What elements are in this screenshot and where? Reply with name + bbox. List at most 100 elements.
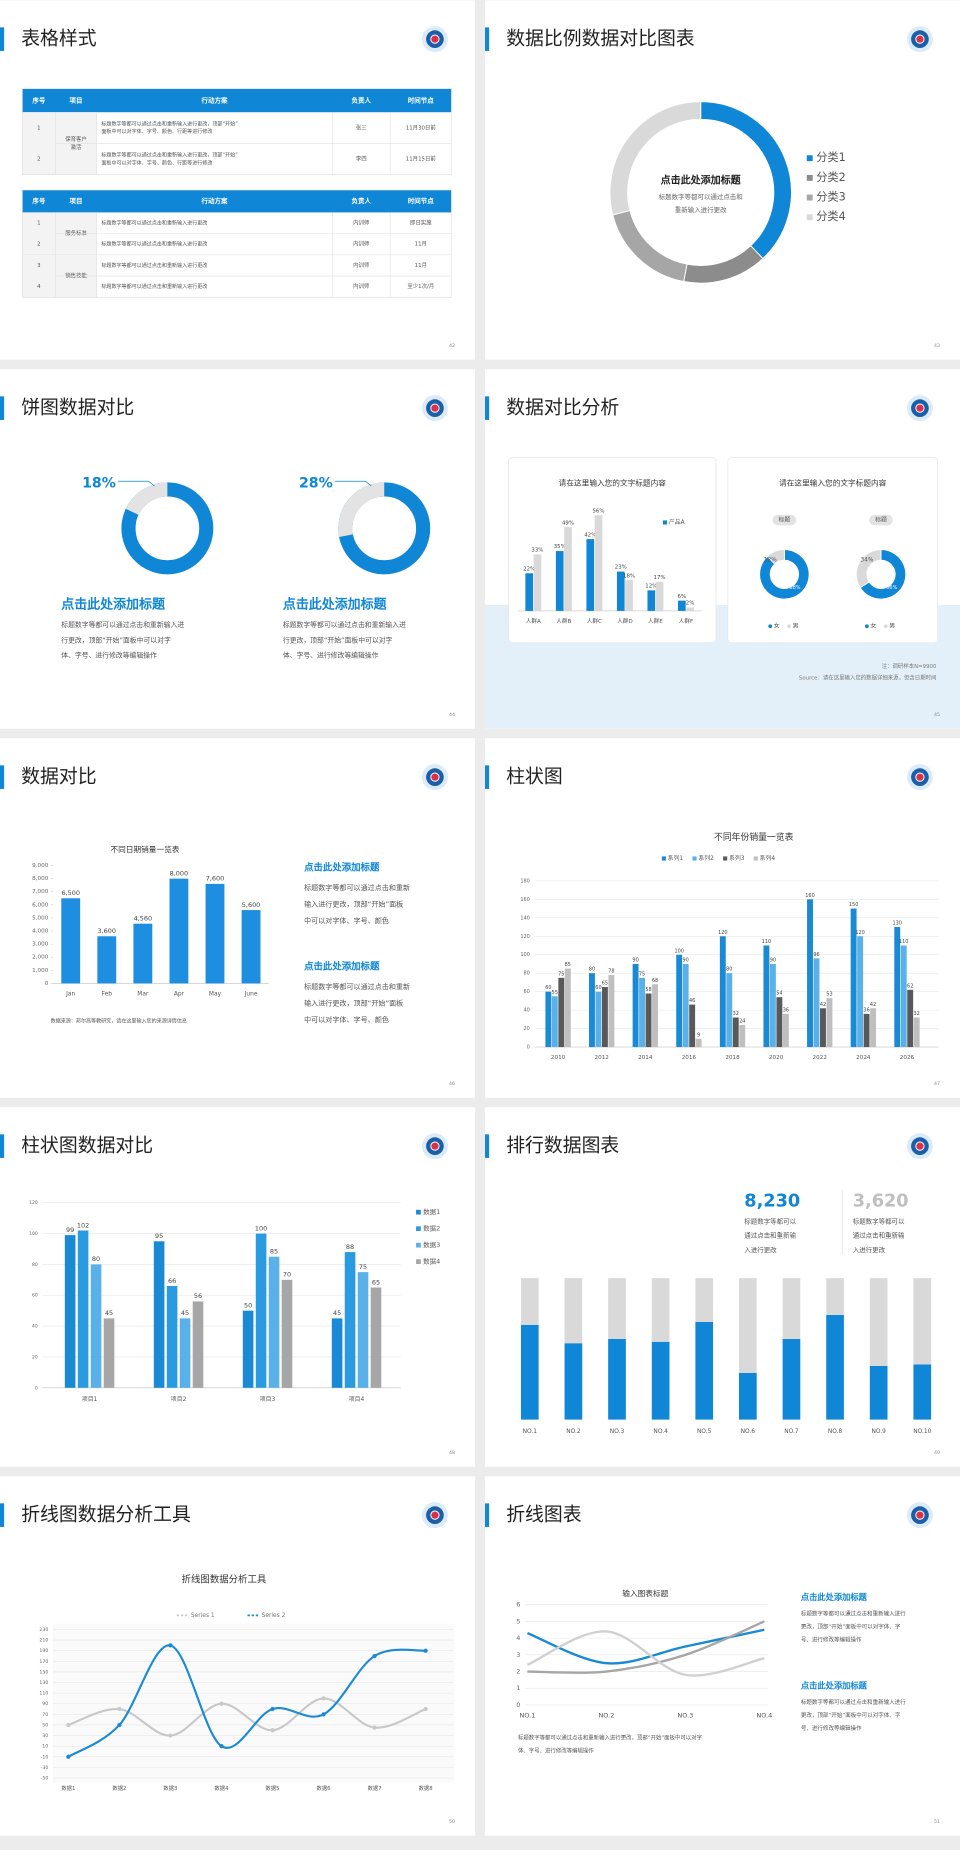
x-tick-label: NO.4 bbox=[756, 1712, 772, 1720]
bar-segment bbox=[695, 1278, 714, 1323]
block-text: 更改，顶部“开始”面板中可以对字体、字 bbox=[801, 1623, 901, 1631]
bar bbox=[166, 1285, 178, 1388]
x-tick-label: 数据6 bbox=[317, 1784, 332, 1792]
bar bbox=[807, 899, 813, 1048]
x-tick-label: 人群E bbox=[648, 617, 663, 625]
bar bbox=[900, 945, 907, 1048]
title-accent bbox=[0, 765, 5, 789]
x-tick-label: NO.1 bbox=[523, 1429, 538, 1435]
value-label: 4,560 bbox=[134, 915, 153, 923]
bar bbox=[594, 515, 603, 611]
logo-center bbox=[915, 772, 925, 782]
value-label: 24 bbox=[739, 1018, 745, 1024]
legend-label: 女 bbox=[870, 622, 876, 630]
value-label: 160 bbox=[805, 893, 814, 899]
line-point bbox=[66, 1722, 71, 1728]
value-label: 5,600 bbox=[242, 901, 261, 909]
value-label: 85 bbox=[565, 962, 571, 968]
legend-label: 男 bbox=[889, 623, 895, 630]
y-tick-label: 70 bbox=[42, 1712, 48, 1718]
bar bbox=[133, 923, 153, 984]
block-text: 体、字号、进行修改等编辑操作 bbox=[61, 651, 157, 660]
title-accent bbox=[485, 27, 490, 51]
card-heading: 请在这里输入您的文字标题内容 bbox=[559, 478, 667, 488]
bar-segment bbox=[869, 1278, 888, 1366]
slide: 排行数据图表 8,230 标题数字等都可以通过点击和重新输入进行更改 3,620 标题数… bbox=[485, 1107, 960, 1467]
leader-line bbox=[117, 480, 155, 487]
y-tick-label: 120 bbox=[29, 1200, 38, 1206]
page-number: 49 bbox=[934, 1450, 940, 1456]
slide-title: 表格样式 bbox=[21, 28, 97, 50]
x-tick-label: 2024 bbox=[856, 1055, 871, 1061]
deadline: 11月30日前 bbox=[406, 123, 437, 131]
deadline: 至少1次/月 bbox=[407, 282, 434, 290]
x-tick-label: 人群F bbox=[679, 617, 694, 625]
legend-swatch bbox=[661, 856, 666, 861]
value-label: 100 bbox=[255, 1224, 267, 1232]
line-point bbox=[168, 1733, 173, 1738]
y-tick-label: 2 bbox=[516, 1668, 520, 1676]
legend-label: 数据4 bbox=[423, 1257, 440, 1266]
x-tick-label: 数据7 bbox=[368, 1784, 382, 1792]
block-text: 输入进行更改，顶部“开始”面板 bbox=[304, 899, 403, 908]
value-label: 56 bbox=[194, 1292, 202, 1300]
x-tick-label: NO.9 bbox=[871, 1429, 886, 1435]
action-text: 标题数字等都可以通过点击和重新输入进行更改，顶部“开始” bbox=[101, 152, 238, 159]
bar-segment bbox=[913, 1278, 932, 1365]
slide: 饼图数据对比 18% 点击此处添加标题标题数字等都可以通过点击和重新输入进行更改，顶… bbox=[0, 369, 475, 729]
value-label: 50 bbox=[244, 1301, 252, 1309]
bar bbox=[103, 1318, 115, 1388]
header-cell: 负责人 bbox=[352, 95, 372, 104]
value-label: 45 bbox=[181, 1309, 189, 1317]
legend-swatch bbox=[806, 194, 813, 201]
x-tick-label: NO.5 bbox=[697, 1429, 712, 1435]
legend-swatch bbox=[806, 214, 813, 221]
y-tick-label: 3 bbox=[516, 1651, 520, 1659]
value-label: 12% bbox=[764, 558, 777, 564]
bar-segment bbox=[739, 1278, 757, 1373]
block-text: 体、字号、进行修改等编辑操作 bbox=[283, 651, 379, 660]
y-tick-label: 20 bbox=[32, 1354, 38, 1360]
y-tick-label: 230 bbox=[39, 1627, 48, 1633]
value-label: 75 bbox=[359, 1263, 367, 1271]
bar bbox=[863, 1013, 870, 1048]
legend-label: 系列2 bbox=[698, 854, 714, 862]
y-tick-label: 120 bbox=[520, 934, 529, 940]
bar bbox=[769, 963, 776, 1048]
page-number: 45 bbox=[934, 712, 940, 718]
x-tick-label: Mar bbox=[137, 992, 149, 998]
value-label: 34% bbox=[860, 558, 873, 564]
value-label: 60 bbox=[595, 985, 601, 991]
bar bbox=[813, 958, 820, 1048]
slide-title: 折线图数据分析工具 bbox=[21, 1504, 191, 1526]
donut-segment bbox=[125, 482, 168, 515]
note: 体、字号、进行修改等编辑操作 bbox=[518, 1746, 594, 1754]
value-label: 120 bbox=[855, 930, 864, 936]
value-label: 18% bbox=[623, 573, 635, 579]
value-label: 80 bbox=[92, 1255, 100, 1263]
bar bbox=[241, 910, 261, 984]
slide-title: 数据比例数据对比图表 bbox=[506, 28, 695, 50]
owner: 张三 bbox=[356, 123, 367, 131]
y-tick-label: 60 bbox=[523, 989, 529, 995]
y-tick-label: 6,000 bbox=[32, 902, 49, 908]
item-label: 保育客户 bbox=[65, 135, 87, 143]
line-point bbox=[372, 1653, 377, 1659]
value-label: 150 bbox=[849, 902, 858, 908]
y-tick-label: 20 bbox=[523, 1026, 529, 1032]
y-tick-label: 60 bbox=[32, 1293, 38, 1299]
action-text: 标题数字等都可以通过点击和重新输入进行更改 bbox=[101, 283, 207, 290]
x-tick-label: NO.8 bbox=[828, 1429, 843, 1435]
line-series bbox=[526, 1630, 765, 1677]
y-tick-label: 8,000 bbox=[32, 876, 49, 882]
block-heading: 点击此处添加标题 bbox=[61, 596, 165, 612]
header-cell: 序号 bbox=[32, 95, 45, 104]
legend-label: Series 1 bbox=[191, 1613, 215, 1619]
row-number: 1 bbox=[37, 125, 40, 131]
y-tick-label: 40 bbox=[523, 1008, 529, 1014]
bar bbox=[639, 977, 646, 1048]
